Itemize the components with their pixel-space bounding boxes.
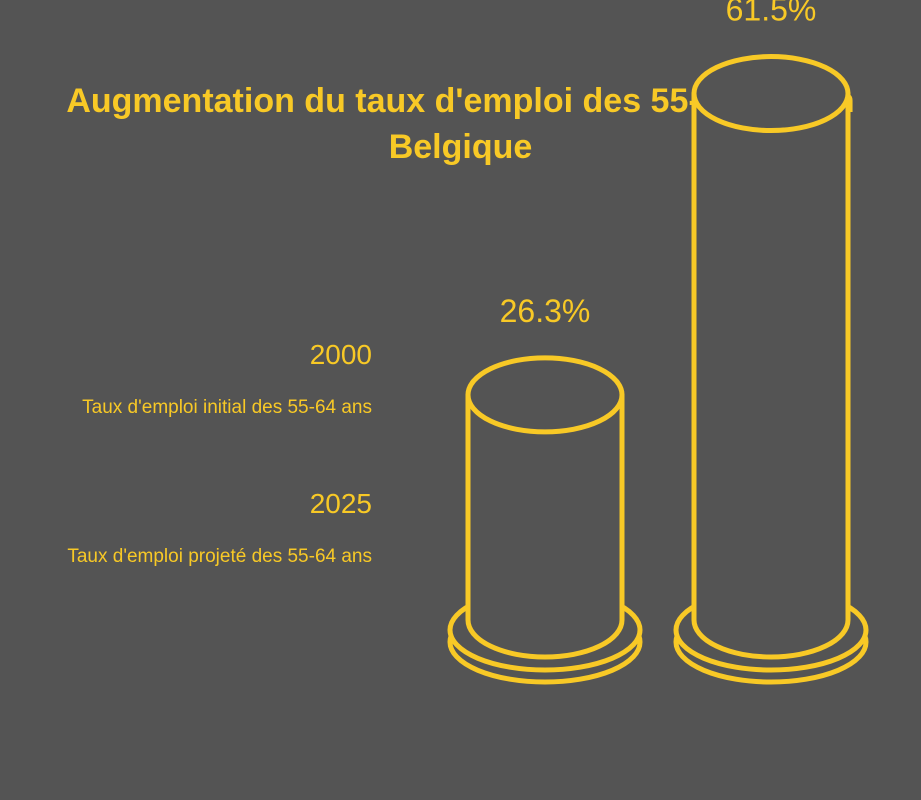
value-label-2000: 26.3%	[500, 293, 591, 329]
value-label-2025: 61.5%	[726, 0, 817, 28]
legend-description-2025: Taux d'emploi projeté des 55-64 ans	[67, 546, 372, 567]
legend-year-2000: 2000	[309, 339, 372, 370]
cylinder-top	[691, 54, 851, 134]
legend-year-2025: 2025	[309, 488, 372, 519]
cylinder-body	[691, 91, 851, 660]
cylinder-body	[465, 392, 625, 660]
legend-description-2000: Taux d'emploi initial des 55-64 ans	[82, 397, 372, 418]
cylinder-bar-2000: 26.3%	[447, 293, 643, 685]
cylinder-top	[465, 355, 625, 435]
cylinder-bar-2025: 61.5%	[673, 0, 869, 685]
